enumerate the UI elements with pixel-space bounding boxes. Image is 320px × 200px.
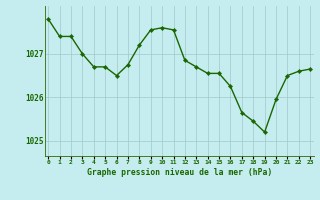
- X-axis label: Graphe pression niveau de la mer (hPa): Graphe pression niveau de la mer (hPa): [87, 168, 272, 177]
